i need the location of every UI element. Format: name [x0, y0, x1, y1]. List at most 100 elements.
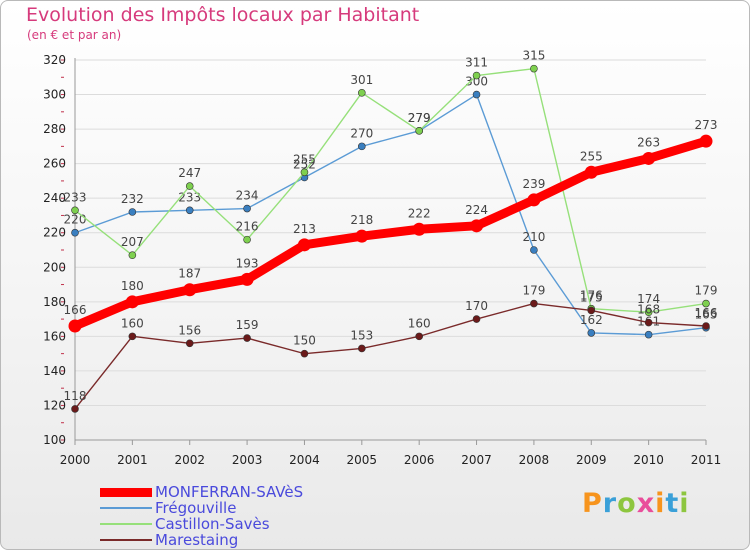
data-point: [415, 127, 423, 135]
data-point: [412, 222, 426, 236]
data-label: 279: [408, 111, 431, 125]
data-label: 156: [178, 323, 201, 337]
y-tick-label: 300: [43, 88, 66, 102]
x-tick-label: 2010: [633, 453, 664, 467]
data-label: 187: [178, 267, 201, 281]
y-tick-label: 240: [43, 191, 66, 205]
data-label: 162: [580, 313, 603, 327]
data-point: [243, 235, 251, 244]
data-label: 222: [408, 206, 431, 220]
x-tick-label: 2011: [691, 453, 722, 467]
data-label: 150: [293, 334, 316, 348]
data-label: 160: [408, 316, 431, 330]
data-label: 273: [695, 118, 718, 132]
x-tick-label: 2009: [576, 453, 607, 467]
data-point: [128, 251, 137, 259]
y-tick-label: 120: [43, 398, 66, 412]
data-point: [472, 315, 481, 323]
x-tick-label: 2001: [117, 453, 148, 467]
data-label: 255: [580, 149, 603, 163]
data-label: 247: [178, 166, 201, 180]
legend-swatch: [100, 523, 152, 525]
data-label: 213: [293, 222, 316, 236]
data-point: [128, 332, 137, 341]
data-point: [68, 319, 82, 333]
data-label: 160: [121, 316, 144, 330]
x-tick-label: 2004: [289, 453, 320, 467]
data-point: [297, 238, 311, 252]
data-point: [185, 182, 194, 190]
data-label: 168: [637, 303, 660, 317]
data-point: [699, 134, 713, 148]
x-tick-label: 2000: [60, 453, 91, 467]
x-tick-label: 2005: [347, 453, 378, 467]
data-label: 239: [522, 177, 545, 191]
y-tick-label: 100: [43, 433, 66, 447]
series-line: [74, 302, 707, 410]
data-point: [243, 334, 251, 342]
series-line: [74, 67, 707, 313]
brand-logo-letter: i: [679, 488, 690, 519]
data-point: [240, 272, 254, 286]
series-line: [70, 136, 711, 331]
data-label: 279: [408, 111, 431, 125]
legend-label: MONFERRAN-SAVèS: [155, 483, 304, 501]
data-point: [702, 299, 710, 308]
data-point: [185, 339, 194, 348]
data-point: [644, 308, 653, 316]
data-point: [300, 168, 309, 177]
y-tick-label: 200: [43, 260, 66, 274]
chart-title: Evolution des Impôts locaux par Habitant: [26, 4, 420, 26]
data-label: 179: [522, 284, 545, 298]
data-label: 252: [293, 157, 316, 171]
data-label: 234: [236, 189, 259, 203]
y-tick-label: 220: [43, 226, 66, 240]
data-point: [587, 329, 596, 337]
x-tick-label: 2007: [461, 453, 492, 467]
y-tick-label: 280: [43, 122, 66, 136]
data-label: 233: [64, 190, 87, 204]
data-label: 210: [522, 230, 545, 244]
y-tick-label: 160: [43, 329, 66, 343]
data-point: [71, 206, 79, 215]
x-tick-label: 2002: [174, 453, 205, 467]
brand-logo-letter: P: [582, 488, 603, 519]
brand-logo-letter: x: [636, 488, 656, 519]
x-tick-label: 2008: [519, 453, 550, 467]
data-point: [472, 71, 481, 80]
data-point: [128, 208, 137, 216]
data-label: 232: [121, 192, 144, 206]
data-point: [702, 322, 710, 330]
data-label: 315: [522, 49, 545, 63]
data-point: [530, 299, 538, 308]
series-line: [74, 93, 707, 336]
data-label: 311: [465, 56, 488, 70]
legend-swatch: [100, 539, 152, 541]
data-label: 233: [178, 190, 201, 204]
data-label: 263: [637, 135, 660, 149]
data-point: [125, 295, 139, 309]
data-label: 174: [637, 292, 660, 306]
data-point: [530, 246, 538, 254]
data-point: [358, 142, 366, 151]
data-point: [584, 165, 598, 179]
legend-label: Marestaing: [155, 531, 239, 549]
data-point: [358, 89, 366, 97]
data-label: 159: [236, 318, 259, 332]
data-label: 165: [695, 308, 718, 322]
data-label: 176: [580, 289, 603, 303]
brand-logo-letter: r: [602, 488, 618, 519]
data-point: [470, 219, 484, 233]
data-point: [644, 318, 653, 327]
legend-swatch: [100, 487, 152, 497]
data-label: 216: [236, 220, 259, 234]
y-tick-label: 180: [43, 295, 66, 309]
data-label: 153: [350, 328, 373, 342]
data-point: [527, 193, 541, 207]
legend-swatch: [100, 507, 152, 509]
y-tick-label: 260: [43, 157, 66, 171]
data-point: [71, 228, 79, 237]
data-label: 300: [465, 75, 488, 89]
data-label: 255: [293, 152, 316, 166]
